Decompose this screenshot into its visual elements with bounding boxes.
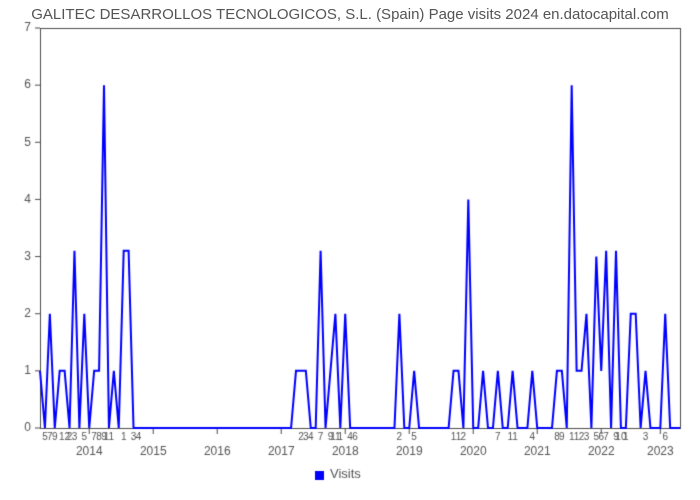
visits-line-chart [0, 0, 700, 500]
chart-title: GALITEC DESARROLLOS TECNOLOGICOS, S.L. (… [0, 6, 700, 23]
